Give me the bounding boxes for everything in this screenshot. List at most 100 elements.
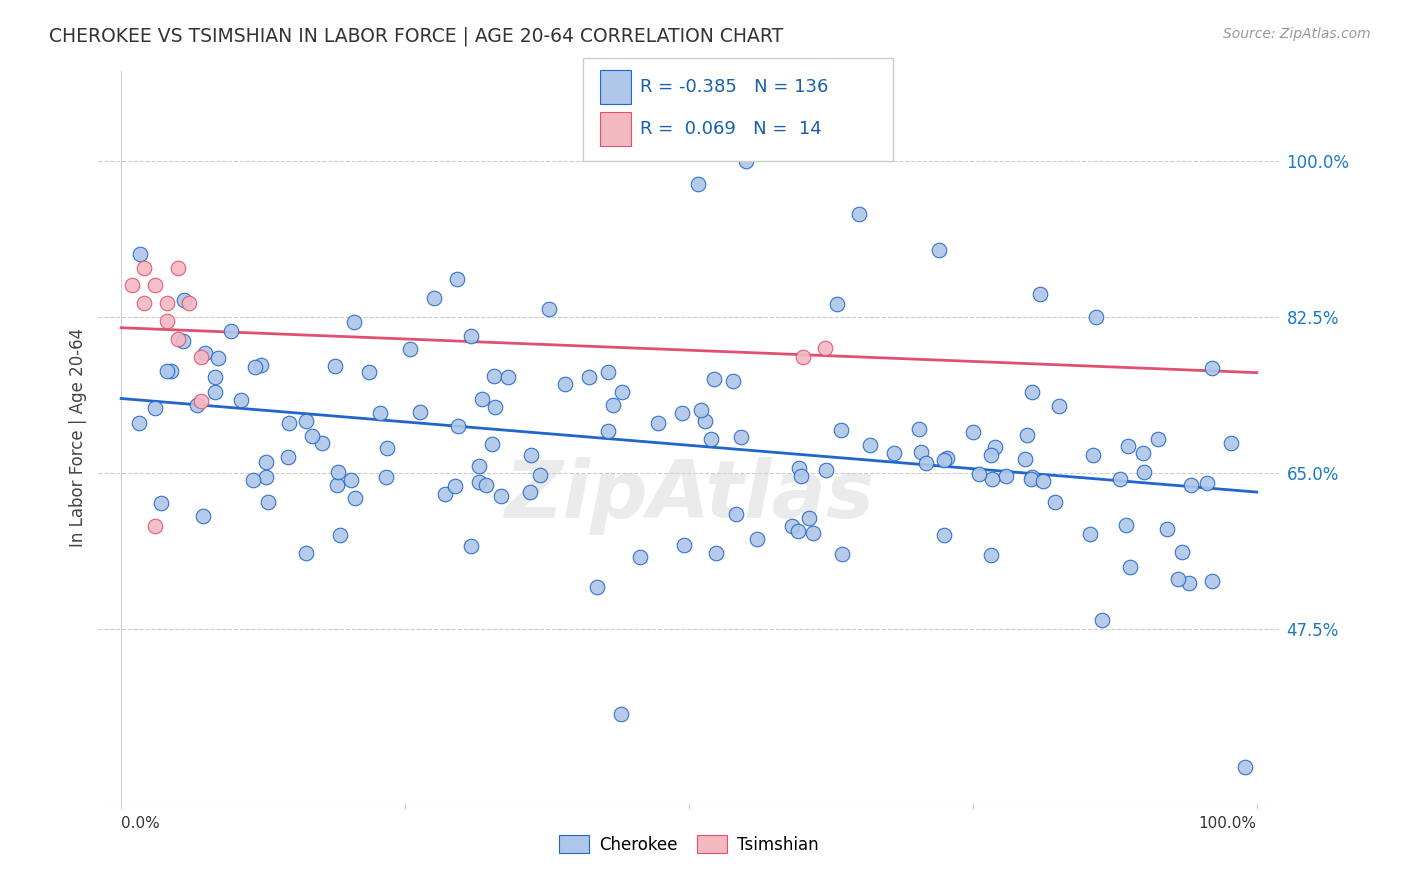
Point: [1081, 449, 1104, 463]
Point: [1047, 399, 1070, 413]
Point: [143, 519, 166, 533]
Point: [859, 437, 882, 451]
Point: [278, 416, 301, 430]
Point: [602, 398, 624, 412]
Point: [193, 509, 215, 524]
Point: [703, 372, 725, 386]
Point: [1132, 446, 1154, 460]
Point: [1085, 310, 1108, 324]
Point: [734, 153, 756, 168]
Point: [612, 385, 634, 400]
Point: [339, 474, 361, 488]
Y-axis label: In Labor Force | Age 20-64: In Labor Force | Age 20-64: [69, 327, 87, 547]
Point: [155, 296, 177, 310]
Point: [928, 243, 950, 257]
Point: [1118, 439, 1140, 453]
Point: [1171, 545, 1194, 559]
Point: [204, 370, 226, 384]
Point: [219, 325, 242, 339]
Point: [1147, 432, 1170, 446]
Point: [329, 528, 352, 542]
Point: [467, 458, 489, 473]
Point: [700, 432, 723, 446]
Point: [179, 296, 201, 310]
Point: [143, 278, 166, 293]
Point: [301, 429, 323, 443]
Point: [328, 465, 350, 479]
Point: [156, 364, 179, 378]
Point: [706, 546, 728, 560]
Point: [980, 472, 1002, 486]
Point: [586, 580, 609, 594]
Point: [1201, 574, 1223, 588]
Point: [204, 384, 226, 399]
Point: [250, 358, 273, 372]
Point: [368, 406, 391, 420]
Point: [128, 416, 150, 430]
Point: [1177, 576, 1199, 591]
Point: [484, 368, 506, 383]
Point: [1091, 613, 1114, 627]
Text: CHEROKEE VS TSIMSHIAN IN LABOR FORCE | AGE 20-64 CORRELATION CHART: CHEROKEE VS TSIMSHIAN IN LABOR FORCE | A…: [49, 27, 783, 46]
Point: [554, 377, 576, 392]
Point: [186, 398, 208, 412]
Point: [167, 332, 190, 346]
Point: [780, 519, 803, 533]
Point: [231, 393, 253, 408]
Point: [149, 496, 172, 510]
Point: [628, 550, 651, 565]
Point: [693, 414, 716, 428]
Point: [596, 424, 619, 438]
Point: [167, 260, 190, 275]
Point: [936, 450, 959, 465]
Point: [598, 365, 620, 379]
Point: [671, 406, 693, 420]
Point: [254, 455, 277, 469]
Point: [409, 405, 432, 419]
Point: [578, 370, 600, 384]
Point: [121, 278, 143, 293]
Point: [1180, 478, 1202, 492]
Point: [446, 418, 468, 433]
Point: [460, 328, 482, 343]
Point: [1014, 451, 1036, 466]
Point: [295, 414, 318, 428]
Point: [1167, 573, 1189, 587]
Point: [145, 401, 167, 416]
Point: [257, 495, 280, 509]
Point: [672, 538, 695, 552]
Point: [1080, 527, 1102, 541]
Point: [797, 511, 820, 525]
Point: [787, 460, 810, 475]
Point: [520, 448, 543, 462]
Point: [995, 469, 1018, 483]
Point: [325, 478, 347, 492]
Point: [343, 491, 366, 505]
Point: [1029, 286, 1052, 301]
Point: [375, 470, 398, 484]
Point: [1133, 466, 1156, 480]
Point: [814, 341, 837, 355]
Point: [357, 365, 380, 379]
Point: [446, 272, 468, 286]
Point: [790, 469, 813, 483]
Point: [883, 446, 905, 460]
Point: [690, 402, 713, 417]
Point: [399, 342, 422, 356]
Point: [980, 548, 1002, 562]
Point: [1119, 560, 1142, 574]
Text: R =  0.069   N =  14: R = 0.069 N = 14: [640, 120, 821, 138]
Text: ZipAtlas: ZipAtlas: [503, 457, 875, 534]
Point: [471, 392, 494, 406]
Point: [932, 528, 955, 542]
Point: [444, 479, 467, 493]
Point: [803, 526, 825, 541]
Point: [172, 334, 194, 348]
Point: [190, 350, 212, 364]
Point: [848, 207, 870, 221]
Point: [207, 351, 229, 366]
Point: [786, 524, 808, 538]
Point: [830, 423, 852, 437]
Point: [962, 425, 984, 440]
Point: [481, 436, 503, 450]
